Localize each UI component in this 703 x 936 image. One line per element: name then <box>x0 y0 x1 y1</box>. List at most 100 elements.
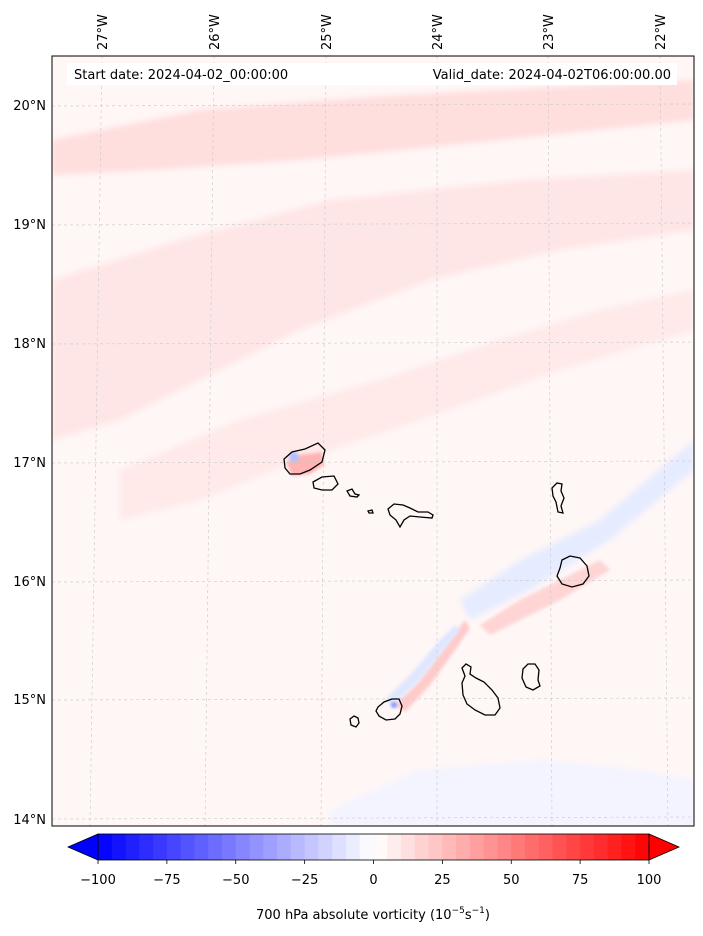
vorticity-band-north <box>52 80 694 175</box>
lon-label-26w: 26°W <box>208 14 223 50</box>
colorbar-tick-label: −25 <box>291 873 318 888</box>
valid-date-label: Valid_date: 2024-04-02T06:00:00.00 <box>433 68 671 83</box>
colorbar-segment <box>414 834 430 860</box>
colorbar: −100 −75 −50 −25 0 25 50 75 100 700 hPa absolute… <box>66 833 681 923</box>
colorbar-segment <box>525 834 540 860</box>
island-santo-antao <box>283 442 326 475</box>
colorbar-tick-label: 50 <box>503 873 520 888</box>
colorbar-segment <box>607 834 623 860</box>
colorbar-segment <box>621 834 636 860</box>
gridline-lon-27 <box>89 56 103 826</box>
colorbar-tick-label: 25 <box>434 873 451 888</box>
colorbar-ticks: −100 −75 −50 −25 0 25 50 75 100 <box>80 860 661 888</box>
vorticity-positive-streak <box>480 560 610 635</box>
colorbar-segment <box>125 834 140 860</box>
lat-label-16n: 16°N <box>13 575 46 590</box>
colorbar-segment <box>428 834 443 860</box>
colorbar-segment <box>442 834 457 860</box>
colorbar-segment <box>318 834 333 860</box>
colorbar-extend-low <box>66 833 99 861</box>
gridline-lat-19 <box>52 222 694 226</box>
gridline-lat-20 <box>52 103 694 107</box>
colorbar-segment <box>221 834 237 860</box>
colorbar-extend-high <box>648 833 681 861</box>
colorbar-segment <box>593 834 609 860</box>
colorbar-segment <box>166 834 182 860</box>
gridline-lon-26 <box>204 56 215 826</box>
colorbar-segment <box>277 834 292 860</box>
colorbar-segment <box>469 834 485 860</box>
lon-label-24w: 24°W <box>431 14 446 50</box>
gridline-lat-16 <box>52 579 694 583</box>
colorbar-segment <box>511 834 526 860</box>
colorbar-segment <box>139 834 154 860</box>
colorbar-segment <box>180 834 196 860</box>
vorticity-field <box>52 80 694 826</box>
colorbar-segment <box>153 834 168 860</box>
colorbar-segment <box>208 834 223 860</box>
colorbar-segment <box>373 834 388 860</box>
colorbar-segment <box>111 834 127 860</box>
lat-label-15n: 15°N <box>13 693 46 708</box>
gridline-lat-17 <box>52 460 694 464</box>
gridline-lon-25 <box>320 56 327 826</box>
island-sao-vicente <box>312 475 339 491</box>
gridline-lon-23 <box>547 56 553 826</box>
colorbar-tick-label: 0 <box>369 873 377 888</box>
gridline-lon-22 <box>659 56 669 826</box>
colorbar-segment <box>635 834 650 860</box>
island-sao-nicolau <box>387 503 434 529</box>
gridline-lat-14 <box>52 816 694 820</box>
lon-label-25w: 25°W <box>320 14 335 50</box>
colorbar-segment <box>566 834 581 860</box>
colorbar-segment <box>194 834 209 860</box>
colorbar-tick-label: 100 <box>637 873 662 888</box>
colorbar-segment <box>456 834 471 860</box>
map-border <box>51 55 695 827</box>
lat-label-14n: 14°N <box>13 813 46 828</box>
colorbar-segment <box>552 834 567 860</box>
colorbar-segment <box>401 834 416 860</box>
colorbar-segment <box>497 834 512 860</box>
vorticity-brava-neg <box>391 702 397 708</box>
colorbar-tick-label: −75 <box>153 873 180 888</box>
colorbar-segment <box>359 834 375 860</box>
gridlines <box>52 56 694 826</box>
island-santiago <box>461 663 501 716</box>
lat-label-20n: 20°N <box>13 99 46 114</box>
colorbar-segment <box>263 834 278 860</box>
vorticity-negative-streak <box>460 440 694 620</box>
colorbar-tick-label: 75 <box>572 873 589 888</box>
gridline-lat-18 <box>52 341 694 345</box>
colorbar-segment <box>304 834 320 860</box>
colorbar-tick-label: −100 <box>80 873 116 888</box>
lon-label-22w: 22°W <box>654 14 669 50</box>
info-box-background <box>67 63 677 85</box>
colorbar-segment <box>580 834 595 860</box>
island-sal <box>551 482 565 514</box>
coastlines <box>283 442 590 728</box>
lat-label-18n: 18°N <box>13 337 46 352</box>
vorticity-wake-negative <box>385 625 460 706</box>
island-boa-vista <box>556 555 590 588</box>
colorbar-segment <box>290 834 306 860</box>
vorticity-wake-streak <box>395 620 470 712</box>
colorbar-label: 700 hPa absolute vorticity (10−5s−1) <box>256 906 490 923</box>
colorbar-segment <box>387 834 402 860</box>
colorbar-segments <box>98 834 650 860</box>
start-date-label: Start date: 2024-04-02_00:00:00 <box>74 68 288 83</box>
lon-label-27w: 27°W <box>96 14 111 50</box>
vorticity-band-main <box>52 170 694 440</box>
colorbar-segment <box>98 834 113 860</box>
colorbar-tick-label: −50 <box>222 873 249 888</box>
colorbar-segment <box>249 834 264 860</box>
colorbar-segment <box>483 834 499 860</box>
vorticity-island-dipole-neg <box>289 452 299 462</box>
latitude-labels: 20°N 19°N 18°N 17°N 16°N 15°N 14°N <box>13 99 46 828</box>
gridline-lat-15 <box>52 697 694 701</box>
longitude-labels: 27°W 26°W 25°W 24°W 23°W 22°W <box>96 14 669 50</box>
map-area <box>52 56 694 826</box>
lat-label-19n: 19°N <box>13 218 46 233</box>
colorbar-segment <box>538 834 554 860</box>
